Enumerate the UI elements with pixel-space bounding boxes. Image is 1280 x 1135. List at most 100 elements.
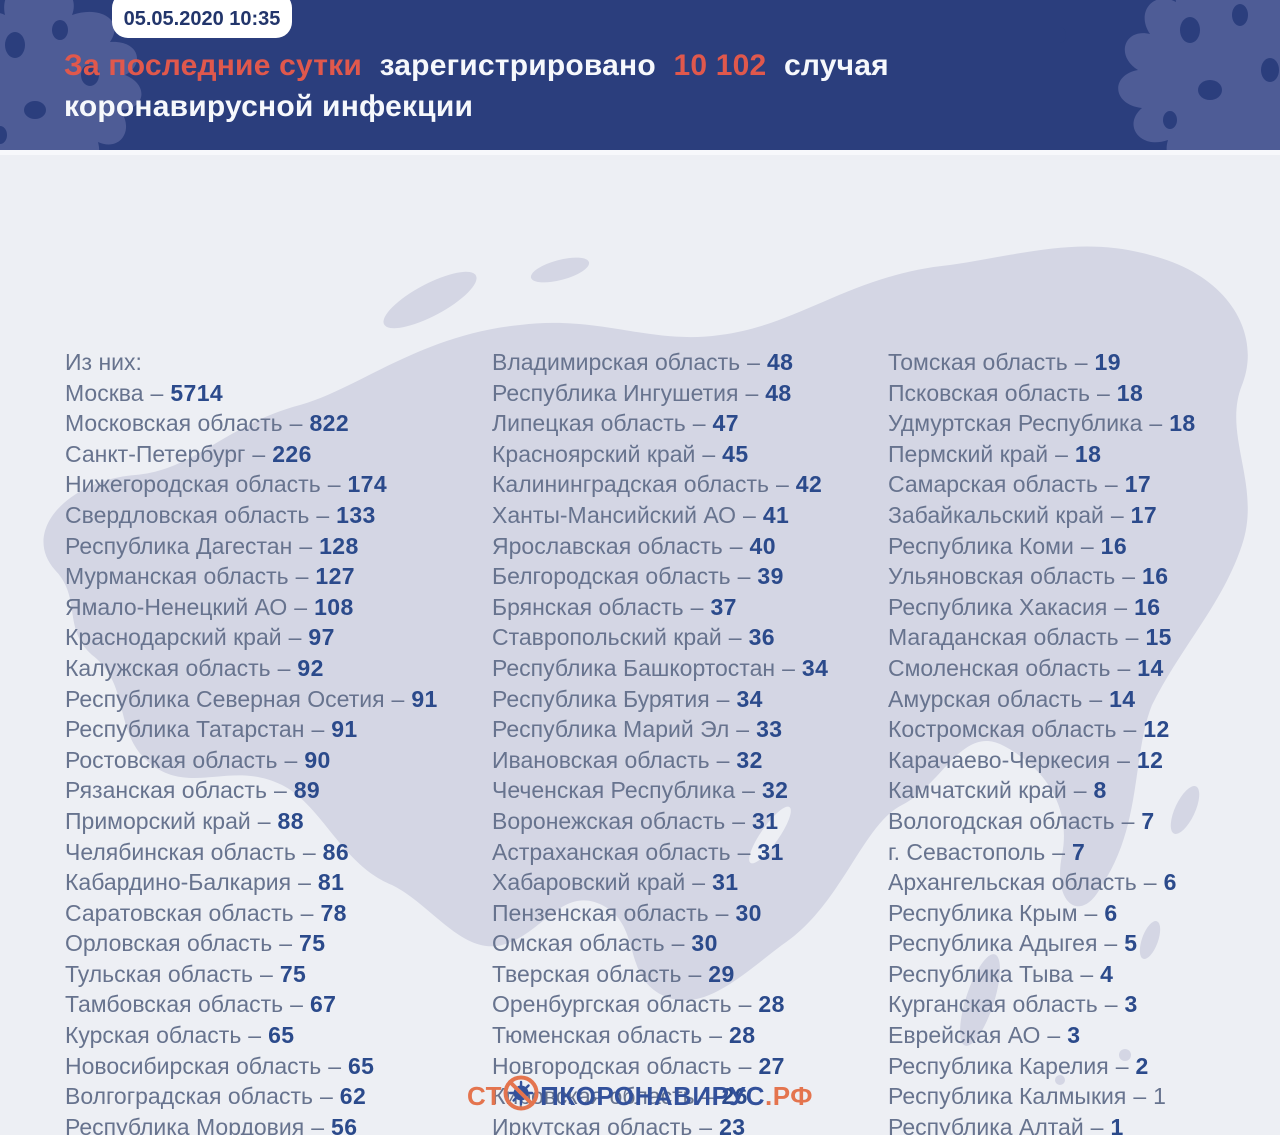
region-name: Удмуртская Республика (888, 410, 1143, 437)
region-value: 4 (1100, 960, 1114, 987)
region-value: 28 (758, 991, 785, 1018)
region-value: 18 (1116, 379, 1144, 406)
region-value: 226 (272, 440, 312, 467)
region-value: 56 (331, 1113, 358, 1135)
separator-dash: – (1117, 746, 1130, 773)
region-name: Красноярский край (492, 440, 696, 467)
region-name: Вологодская область (888, 807, 1115, 834)
region-row: Вологодская область –7 (888, 806, 1196, 837)
region-row: Саратовская область –78 (65, 898, 438, 929)
separator-dash: – (1074, 349, 1088, 375)
region-column-3: Томская область –19 Псковская область –18 … (888, 347, 1196, 1135)
region-name: Смоленская область (888, 654, 1111, 681)
region-name: Республика Карелия (888, 1052, 1109, 1079)
separator-dash: – (699, 1113, 713, 1135)
region-row: Еврейская АО –3 (888, 1020, 1196, 1051)
region-value: 6 (1163, 869, 1177, 896)
separator-dash: – (1052, 838, 1066, 865)
region-row: Магаданская область –15 (888, 622, 1196, 653)
region-value: 39 (757, 563, 784, 590)
region-value: 15 (1145, 624, 1172, 651)
region-name: Республика Ингушетия (492, 379, 739, 406)
region-value: 18 (1169, 410, 1196, 437)
region-value: 65 (268, 1022, 295, 1049)
region-name: Амурская область (888, 685, 1083, 712)
separator-dash: – (728, 624, 742, 651)
region-row: Воронежская область –31 (492, 806, 828, 837)
separator-dash: – (260, 960, 273, 987)
separator-dash: – (709, 1022, 722, 1049)
separator-dash: – (1090, 1113, 1104, 1135)
region-row: Из них:– (65, 347, 438, 378)
no-virus-icon (503, 1075, 539, 1118)
region-value: 14 (1109, 685, 1136, 712)
separator-dash: – (1047, 1022, 1061, 1049)
region-row: Ивановская область –32 (492, 745, 828, 776)
region-value: 31 (712, 869, 739, 896)
separator-dash: – (715, 899, 729, 926)
region-name: Челябинская область (65, 838, 296, 865)
region-name: Томская область (888, 349, 1068, 375)
stopcoronavirus-logo: СТ ПКОРОНАВИРУС .РФ (467, 1075, 813, 1118)
region-row: Тульская область –75 (65, 959, 438, 990)
region-name: Республика Бурятия (492, 685, 710, 712)
region-value: 17 (1124, 471, 1152, 498)
separator-dash: – (736, 716, 750, 743)
region-value: 27 (758, 1052, 785, 1079)
region-value: 19 (1094, 349, 1121, 375)
region-value: 32 (736, 746, 763, 773)
separator-dash: – (391, 685, 405, 712)
region-name: Калининградская область (492, 471, 769, 498)
separator-dash: – (319, 1083, 333, 1110)
region-row: Новгородская область –27 (492, 1051, 828, 1082)
separator-dash: – (1117, 654, 1131, 681)
region-name: Новгородская область (492, 1052, 732, 1079)
separator-dash: – (295, 563, 309, 590)
region-row: Владимирская область –48 (492, 347, 828, 378)
region-name: Саратовская область (65, 899, 294, 926)
region-value: 97 (308, 624, 335, 651)
headline-accent-number: 10 102 (673, 49, 767, 82)
headline-accent-phrase: За последние сутки (64, 49, 363, 82)
region-value: 45 (722, 440, 749, 467)
region-row: Архангельская область –6 (888, 867, 1196, 898)
region-name: Санкт-Петербург (65, 440, 246, 467)
separator-dash: – (782, 654, 795, 681)
separator-dash: – (737, 838, 751, 865)
region-value: 86 (322, 838, 350, 865)
headline-text-2: случая (783, 49, 889, 82)
region-name: Карачаево-Черкесия (888, 746, 1111, 773)
region-row: Республика Карелия –2 (888, 1051, 1196, 1082)
region-name: Мурманская область (65, 563, 289, 590)
separator-dash: – (738, 991, 752, 1018)
region-name: Республика Северная Осетия (65, 685, 385, 712)
region-value: 28 (729, 1022, 756, 1049)
region-row: Республика Крым –6 (888, 898, 1196, 929)
region-name: Кабардино-Балкария (65, 869, 292, 896)
region-row: Краснодарский край –97 (65, 622, 438, 653)
region-value: 7 (1072, 838, 1086, 865)
region-name: Брянская область (492, 593, 684, 620)
region-name: Пермский край (888, 440, 1049, 467)
separator-dash: – (1104, 471, 1118, 498)
region-name: Иркутская область (492, 1113, 693, 1135)
region-name: Чеченская Республика (492, 777, 736, 804)
region-name: Ярославская область (492, 532, 723, 559)
separator-dash: – (302, 838, 316, 865)
region-row: Новосибирская область –65 (65, 1051, 438, 1082)
region-name: Астраханская область (492, 838, 731, 865)
region-row: Псковская область –18 (888, 378, 1196, 409)
region-row: Нижегородская область –174 (65, 469, 438, 500)
region-value: 91 (411, 685, 438, 712)
separator-dash: – (289, 410, 303, 437)
region-row: Карачаево-Черкесия –12 (888, 745, 1196, 776)
region-name: Владимирская область (492, 349, 741, 375)
region-row: Тверская область –29 (492, 959, 828, 990)
region-name: Калужская область (65, 654, 271, 681)
region-row: Курганская область –3 (888, 989, 1196, 1020)
separator-dash: – (732, 807, 745, 834)
separator-dash: – (688, 960, 702, 987)
region-row: Рязанская область –89 (65, 775, 438, 806)
region-value: 36 (748, 624, 775, 651)
